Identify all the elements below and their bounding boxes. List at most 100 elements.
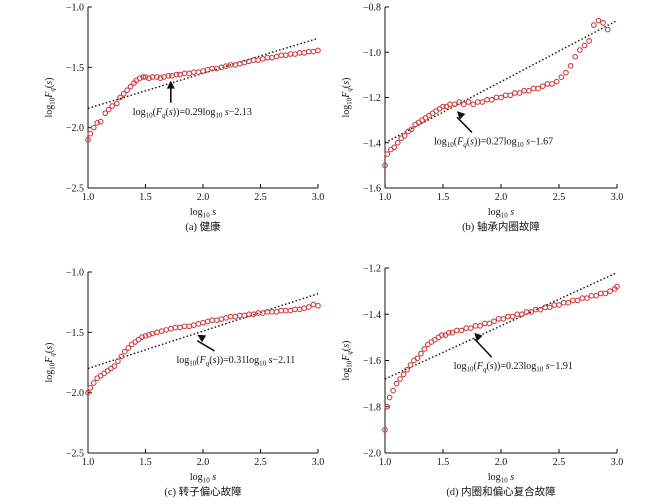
- data-point: [500, 316, 507, 322]
- data-point: [157, 75, 164, 82]
- data-point: [477, 322, 483, 329]
- data-point: [127, 83, 134, 90]
- chart-panel-1: 1.0 1.5 2.0 2.5 3.0 −1.0 −1.5 −2.0 −2.5 log10 s lo…: [44, 3, 324, 234]
- data-point: [502, 92, 509, 99]
- data-point: [172, 324, 179, 331]
- data-point: [408, 126, 415, 133]
- data-point: [382, 162, 388, 169]
- data-point: [567, 62, 574, 69]
- data-point: [447, 101, 453, 108]
- data-point: [495, 316, 502, 322]
- data-point: [440, 103, 446, 110]
- annotation-arrowhead: [474, 332, 483, 342]
- data-point: [454, 327, 460, 334]
- data-point: [386, 394, 393, 401]
- data-point: [200, 319, 206, 326]
- data-point: [154, 329, 160, 336]
- fit-equation-label: log10(Fq(s))=0.31log10 s−2.11: [177, 355, 296, 368]
- data-point: [481, 320, 488, 327]
- data-point: [391, 144, 398, 151]
- data-point: [264, 308, 271, 315]
- data-point: [213, 65, 220, 72]
- data-point: [246, 311, 252, 318]
- y-tick-label: −1.0: [363, 48, 381, 59]
- data-point: [146, 331, 152, 338]
- data-point: [287, 307, 294, 314]
- data-point: [507, 92, 514, 99]
- data-point: [544, 81, 551, 87]
- y-tick-label: −1.8: [363, 402, 381, 413]
- data-point: [142, 333, 149, 339]
- data-point: [111, 363, 118, 369]
- x-tick-label: 3.0: [611, 192, 624, 203]
- annotation-arrow: [473, 338, 493, 358]
- data-point: [493, 94, 500, 101]
- data-point: [195, 69, 202, 76]
- data-point: [165, 72, 172, 79]
- data-point: [472, 322, 479, 329]
- data-point: [301, 50, 308, 56]
- data-point: [577, 47, 583, 53]
- data-point: [213, 317, 220, 324]
- data-point: [607, 288, 613, 294]
- data-point: [305, 304, 312, 310]
- data-point: [195, 321, 202, 327]
- panel-caption: (d) 内圈和偏心复合故障: [446, 485, 556, 498]
- x-tick-label: 1.5: [437, 457, 450, 468]
- data-point: [158, 328, 165, 334]
- data-point: [449, 329, 456, 336]
- data-point: [463, 325, 470, 331]
- fit-equation-label: log10(Fq(s))=0.23log10 s−1.91: [454, 361, 573, 374]
- data-point: [537, 306, 544, 313]
- data-point: [109, 103, 115, 109]
- data-point: [282, 52, 289, 59]
- data-point: [118, 353, 125, 360]
- data-point: [535, 85, 541, 92]
- data-point: [465, 99, 472, 105]
- x-axis-label: log10 s: [190, 472, 216, 485]
- data-point: [560, 299, 567, 306]
- data-point: [200, 68, 206, 74]
- data-point: [528, 309, 535, 315]
- fit-line: [384, 19, 618, 144]
- x-tick-label: 1.5: [139, 192, 152, 203]
- annotation-arrowhead: [197, 334, 207, 343]
- panel-caption: (c) 转子偏心故障: [164, 485, 242, 498]
- data-point: [597, 290, 604, 297]
- data-point: [438, 332, 445, 338]
- data-point: [404, 366, 410, 373]
- data-point: [241, 312, 248, 319]
- y-tick-label: −2.5: [66, 449, 84, 460]
- x-tick-label: 3.0: [312, 192, 325, 203]
- data-point: [595, 17, 602, 24]
- data-point: [90, 124, 97, 131]
- data-point: [586, 38, 593, 44]
- data-point: [407, 362, 414, 368]
- data-point: [125, 345, 132, 351]
- y-tick-label: −1.4: [363, 310, 381, 321]
- data-point: [105, 106, 112, 113]
- data-point: [486, 320, 493, 327]
- data-point: [273, 308, 280, 315]
- data-point: [549, 81, 555, 87]
- data-point: [315, 47, 321, 54]
- data-point: [574, 297, 581, 304]
- data-point: [232, 62, 239, 68]
- data-point: [310, 48, 317, 55]
- data-point: [181, 323, 188, 330]
- x-tick-label: 3.0: [611, 457, 624, 468]
- annotation-arrow: [456, 116, 473, 134]
- y-tick-label: −1.5: [66, 328, 84, 339]
- data-point: [87, 384, 94, 391]
- data-point: [173, 71, 180, 78]
- y-tick-label: −2.0: [66, 388, 84, 399]
- x-axis-label: log10 s: [488, 472, 514, 485]
- x-tick-label: 1.5: [437, 192, 450, 203]
- data-point: [278, 52, 285, 59]
- data-point: [458, 327, 465, 334]
- data-point: [204, 66, 211, 73]
- data-point: [305, 48, 312, 55]
- data-point: [530, 85, 537, 92]
- x-axis-label: log10 s: [190, 207, 216, 220]
